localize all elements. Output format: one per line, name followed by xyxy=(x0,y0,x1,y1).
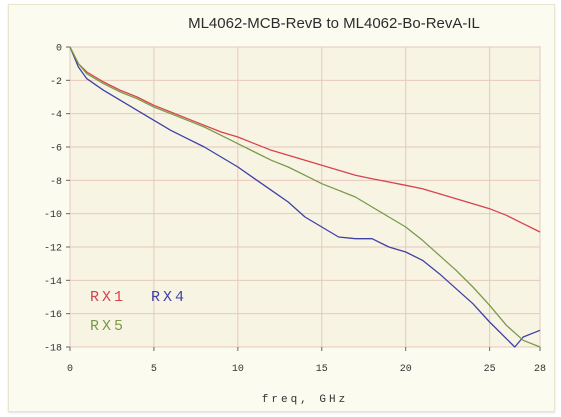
x-tick-label: 0 xyxy=(67,364,73,375)
y-tick-label: -18 xyxy=(44,344,62,355)
y-tick-label: -2 xyxy=(50,77,62,88)
chart-title: ML4062-MCB-RevB to ML4062-Bo-RevA-IL xyxy=(188,15,480,32)
legend-rx5: RX5 xyxy=(90,318,126,335)
axis-ticks: 0 -2 -4 -6 -8 -10 -12 -14 -16 -18 0 5 10 15 20 25 28 xyxy=(44,44,546,376)
y-tick-label: -12 xyxy=(44,244,62,255)
legend-rx4: RX4 xyxy=(151,289,187,306)
y-tick-label: 0 xyxy=(56,44,62,55)
series-lines xyxy=(69,46,541,348)
series-line-rx1 xyxy=(69,46,541,233)
y-tick-label: -6 xyxy=(50,144,62,155)
x-tick-label: 5 xyxy=(151,364,157,375)
y-tick-label: -10 xyxy=(44,210,62,221)
x-axis-label: freq, GHz xyxy=(262,394,348,406)
x-tick-label: 28 xyxy=(534,364,546,375)
y-tick-label: -14 xyxy=(44,277,62,288)
x-tick-label: 15 xyxy=(316,364,328,375)
y-tick-label: -8 xyxy=(50,177,62,188)
legend-rx1: RX1 xyxy=(90,289,126,306)
y-tick-label: -4 xyxy=(50,110,62,121)
plot-area xyxy=(69,46,541,348)
y-tick-label: -16 xyxy=(44,310,62,321)
x-tick-label: 25 xyxy=(484,364,496,375)
x-tick-label: 20 xyxy=(400,364,412,375)
grid-lines xyxy=(69,46,541,348)
series-line-rx4 xyxy=(69,46,541,348)
x-tick-label: 10 xyxy=(232,364,244,375)
legend: RX1 RX4 RX5 xyxy=(90,289,187,335)
series-line-rx5 xyxy=(69,46,541,348)
